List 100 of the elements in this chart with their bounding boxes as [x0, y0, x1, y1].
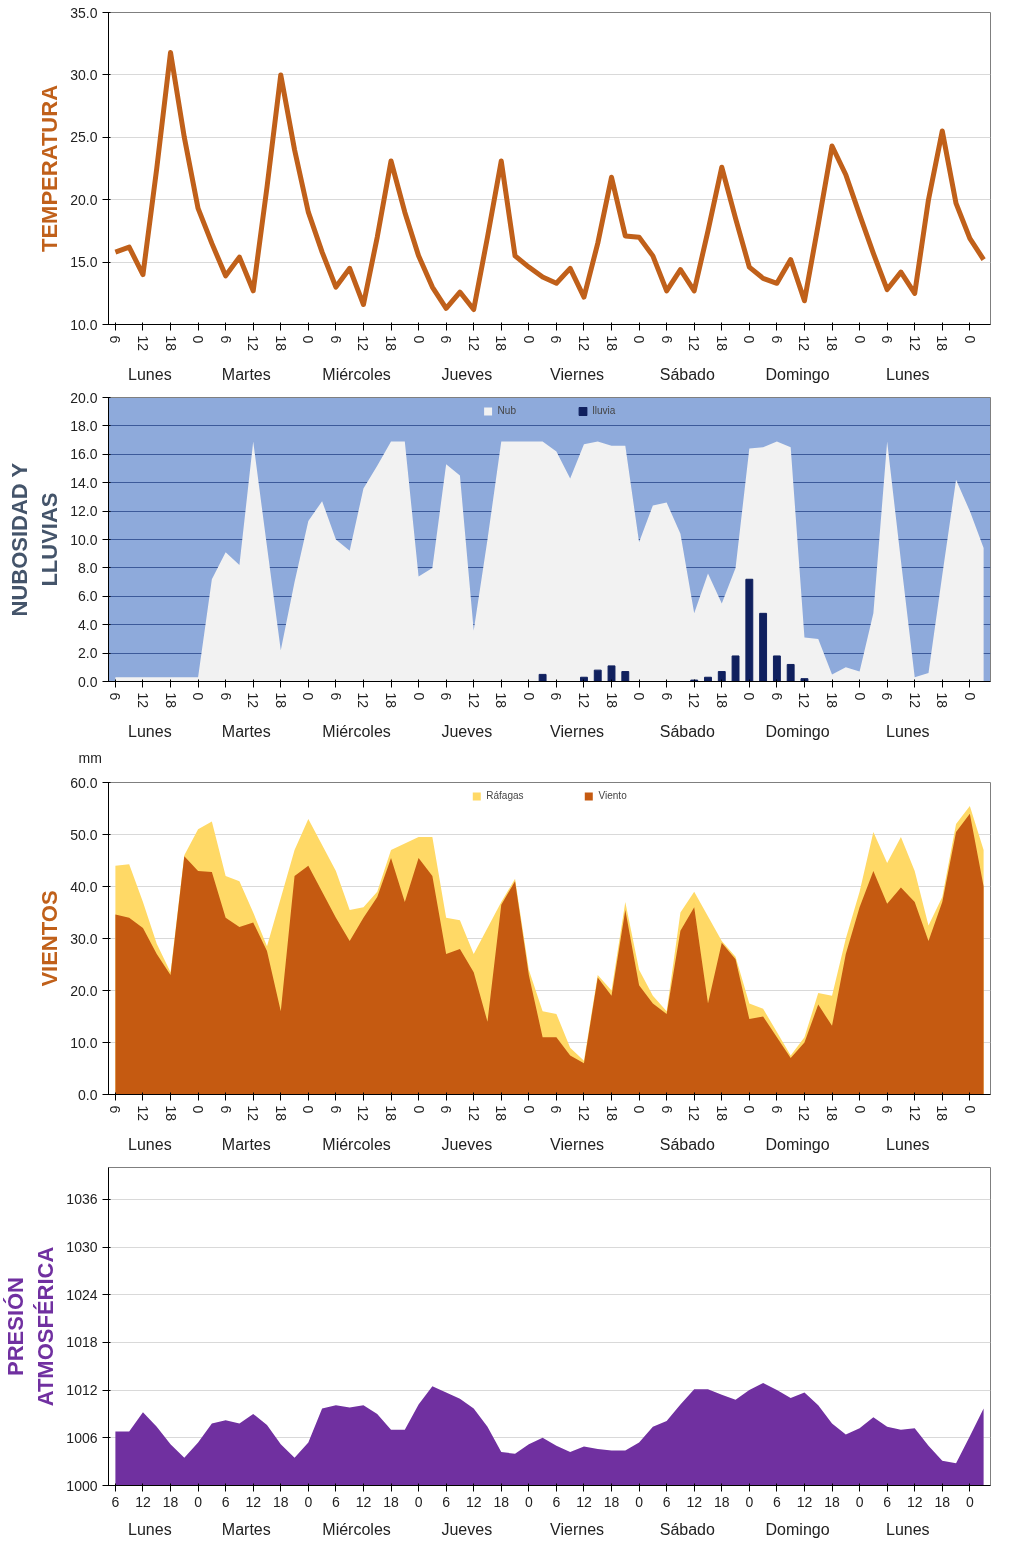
- x-tick-label: 12: [575, 335, 592, 352]
- x-tick-label: 0: [304, 1493, 313, 1510]
- x-tick-label: 0: [631, 692, 648, 701]
- text: mm: [78, 749, 102, 766]
- x-tick-label: 18: [383, 335, 400, 352]
- x-tick-label: 0: [524, 1493, 533, 1510]
- text: Miércoles: [322, 722, 391, 740]
- x-tick-label: 12: [686, 1493, 703, 1510]
- x-tick-label: 6: [548, 692, 565, 701]
- x-tick-label: 0: [410, 1105, 427, 1114]
- text: Jueves: [441, 722, 493, 740]
- y-tick-label: 1030: [66, 1239, 98, 1255]
- x-tick-label: 12: [465, 1105, 482, 1122]
- x-tick-label: 18: [824, 1493, 841, 1510]
- x-tick-label: 6: [438, 335, 455, 344]
- y-tick-label: 1006: [66, 1429, 98, 1446]
- x-tick-label: 12: [134, 1105, 151, 1122]
- x-tick-label: 0: [855, 1493, 864, 1510]
- y-tick-label: 0.0: [78, 673, 98, 690]
- x-tick-label: 0: [851, 1105, 868, 1114]
- x-tick-label: 12: [355, 1493, 372, 1510]
- x-tick-label: 0: [190, 335, 207, 344]
- y-tick-label: 10.0: [70, 531, 98, 548]
- x-tick-label: 0: [631, 1105, 648, 1114]
- text: Jueves: [441, 365, 493, 383]
- y-tick-label: 1018: [66, 1334, 98, 1351]
- x-tick-label: 6: [438, 1105, 455, 1114]
- text: Sábado: [659, 1135, 715, 1153]
- legend-label: lluvia: [592, 405, 616, 416]
- x-tick-label: 0: [741, 692, 758, 701]
- x-tick-label: 18: [934, 335, 951, 352]
- x-tick-label: 18: [934, 1105, 951, 1122]
- text: Jueves: [441, 1135, 493, 1153]
- x-tick-label: 18: [603, 692, 620, 709]
- y-axis-title: VIENTOS: [37, 890, 63, 987]
- text: Domingo: [765, 365, 830, 383]
- text: Sábado: [659, 365, 715, 383]
- text: Lunes: [128, 365, 172, 383]
- text: Lunes: [128, 722, 172, 740]
- x-tick-label: 6: [221, 1493, 230, 1510]
- x-tick-label: 18: [272, 1493, 289, 1510]
- text: Viernes: [550, 1520, 605, 1538]
- text: Lunes: [886, 365, 930, 383]
- y-tick-label: 50.0: [70, 826, 98, 843]
- x-tick-label: 18: [162, 335, 179, 352]
- y-tick-label: 35.0: [70, 4, 98, 21]
- x-tick-label: 0: [631, 335, 648, 344]
- y-tick-label: 2.0: [78, 645, 98, 662]
- x-tick-label: 12: [245, 1493, 262, 1510]
- x-tick-label: 0: [300, 1105, 317, 1114]
- x-tick-label: 18: [272, 335, 289, 352]
- text: Sábado: [659, 722, 715, 740]
- x-tick-label: 12: [465, 692, 482, 709]
- x-tick-label: 12: [134, 692, 151, 709]
- x-tick-label: 6: [662, 1493, 671, 1510]
- x-tick-label: 12: [796, 692, 813, 709]
- x-tick-label: 6: [879, 335, 896, 344]
- x-tick-label: 0: [300, 692, 317, 701]
- x-tick-label: 18: [824, 692, 841, 709]
- x-tick-label: 0: [410, 692, 427, 701]
- x-tick-label: 6: [658, 1105, 675, 1114]
- text: Viernes: [550, 365, 605, 383]
- x-tick-label: 18: [493, 1105, 510, 1122]
- x-tick-label: 18: [713, 335, 730, 352]
- text: Sábado: [659, 1520, 715, 1538]
- x-tick-label: 6: [217, 1105, 234, 1114]
- x-tick-label: 18: [272, 1105, 289, 1122]
- x-tick-label: 12: [575, 1105, 592, 1122]
- x-tick-label: 18: [162, 692, 179, 709]
- x-tick-label: 0: [965, 1493, 974, 1510]
- x-tick-label: 0: [520, 335, 537, 344]
- y-tick-label: 20.0: [70, 191, 98, 208]
- x-tick-label: 18: [383, 1493, 400, 1510]
- legend-label: Viento: [598, 790, 627, 801]
- y-tick-label: 18.0: [70, 417, 98, 434]
- x-tick-label: 0: [194, 1493, 203, 1510]
- y-axis-title: NUBOSIDAD Y LLUVIAS: [7, 462, 63, 617]
- x-tick-label: 0: [300, 335, 317, 344]
- x-tick-label: 18: [603, 335, 620, 352]
- y-tick-label: 1012: [66, 1382, 98, 1399]
- text: Domingo: [765, 722, 830, 740]
- x-tick-label: 6: [332, 1493, 340, 1510]
- y-tick-label: 10.0: [70, 1034, 98, 1051]
- x-tick-label: 12: [355, 1105, 372, 1122]
- x-tick-label: 0: [961, 692, 978, 701]
- y-tick-label: 0.0: [78, 1086, 98, 1103]
- x-tick-label: 12: [906, 1105, 923, 1122]
- x-tick-label: 0: [851, 692, 868, 701]
- x-tick-label: 6: [107, 692, 124, 701]
- x-tick-label: 18: [493, 335, 510, 352]
- x-tick-label: 6: [107, 335, 124, 344]
- y-tick-label: 10.0: [70, 316, 98, 333]
- y-tick-label: 30.0: [70, 66, 98, 83]
- x-tick-label: 12: [906, 1493, 923, 1510]
- text: Viernes: [550, 722, 605, 740]
- x-tick-label: 18: [603, 1493, 620, 1510]
- text: Martes: [221, 1135, 271, 1153]
- y-tick-label: 6.0: [78, 588, 98, 605]
- text: Lunes: [128, 1520, 172, 1538]
- text: Lunes: [886, 722, 930, 740]
